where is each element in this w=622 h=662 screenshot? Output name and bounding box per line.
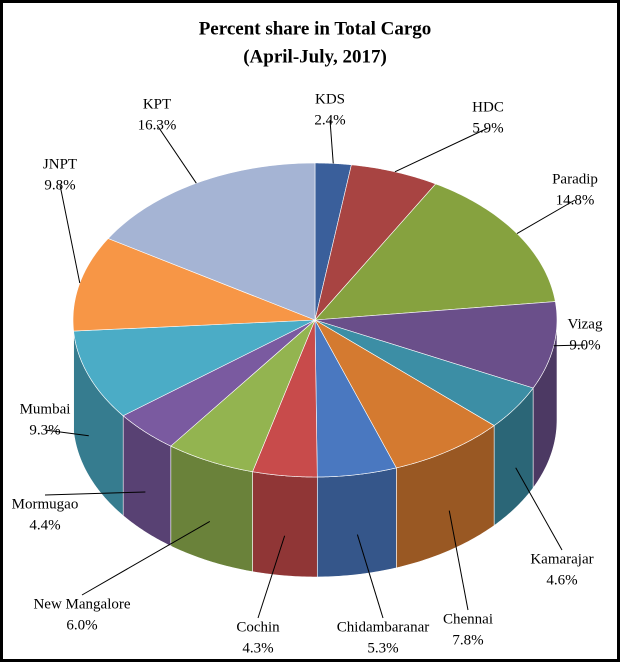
leader-line (356, 534, 384, 619)
slice (73, 319, 316, 417)
leader-line (81, 520, 211, 596)
leader-line (44, 429, 89, 437)
value-label: 16.3% (138, 117, 177, 133)
leader-line (515, 467, 563, 551)
leader-line (156, 124, 197, 184)
value-label: 5.3% (367, 640, 398, 656)
value-label: 4.3% (242, 640, 273, 656)
value-label: 5.9% (472, 120, 503, 136)
value-label: 7.8% (452, 632, 483, 648)
leader-line (257, 535, 286, 619)
value-label: 2.4% (314, 112, 345, 128)
category-label: New Mangalore (33, 596, 130, 612)
value-label: 4.6% (546, 572, 577, 588)
category-label: Cochin (236, 619, 280, 635)
slice (170, 319, 316, 473)
category-label: HDC (472, 99, 504, 115)
category-label: Mumbai (20, 401, 71, 417)
value-label: 4.4% (29, 517, 60, 533)
leader-line (448, 510, 469, 611)
category-label: Mormugao (12, 496, 79, 512)
leader-line (44, 491, 146, 496)
leader-line (394, 127, 489, 173)
category-label: Paradip (552, 171, 598, 187)
slice-side (316, 467, 397, 578)
category-label: Chennai (443, 611, 493, 627)
category-label: KPT (143, 96, 171, 112)
slice (314, 319, 534, 426)
category-label: Kamarajar (530, 551, 593, 567)
value-label: 9.0% (569, 337, 600, 353)
value-label: 9.8% (44, 177, 75, 193)
slice (314, 319, 397, 478)
chart-title: Percent share in Total Cargo (199, 18, 432, 39)
slice-side (72, 319, 74, 432)
value-label: 14.8% (556, 192, 595, 208)
category-label: Chidambaranar (337, 619, 429, 635)
slice (122, 319, 316, 447)
leader-line (59, 184, 81, 284)
slice-side (252, 471, 318, 578)
slice (252, 319, 318, 478)
value-label: 6.0% (66, 617, 97, 633)
category-label: Vizag (568, 316, 603, 332)
leader-line (516, 199, 576, 234)
category-label: KDS (315, 91, 345, 107)
value-label: 9.3% (29, 422, 60, 438)
leader-line (329, 119, 334, 164)
category-label: JNPT (43, 156, 77, 172)
leader-line (553, 344, 586, 347)
slice (314, 319, 495, 469)
chart-subtitle: (April-July, 2017) (243, 46, 387, 67)
